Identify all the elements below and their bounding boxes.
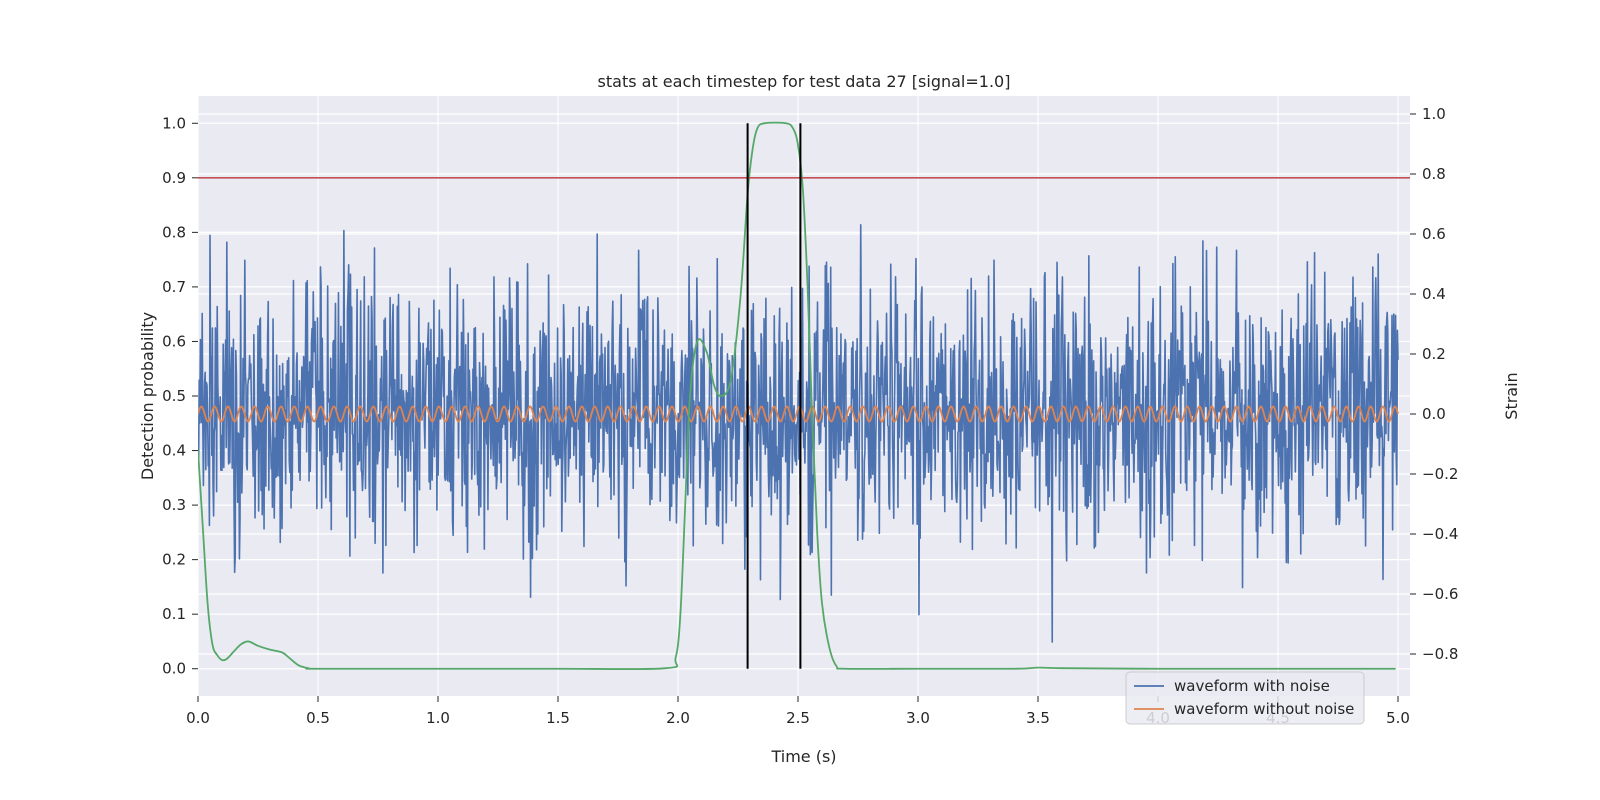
legend-box <box>1125 671 1365 725</box>
y-left-tick-label-0: 0.0 <box>162 660 186 678</box>
y-right-tick-label-5: 0.2 <box>1422 345 1446 363</box>
y-right-tick-label-7: 0.6 <box>1422 225 1446 243</box>
x-axis-label: Time (s) <box>770 747 836 766</box>
y-left-tick-label-10: 1.0 <box>162 114 186 132</box>
x-tick-label-0: 0.0 <box>186 709 210 727</box>
y-right-tick-label-4: 0.0 <box>1422 405 1446 423</box>
series-layer <box>198 121 1410 671</box>
y-left-axis-ticks: 0.0 0.1 0.2 0.3 0.4 0.5 0.6 0.7 0.8 0.9 1.0 <box>162 114 198 678</box>
x-tick-label-4: 2.0 <box>666 709 690 727</box>
y-left-tick-label-5: 0.5 <box>162 387 186 405</box>
y-left-tick-label-6: 0.6 <box>162 332 186 350</box>
legend: waveform with noise waveform without noi… <box>1125 671 1365 725</box>
series-waveform-without-noise <box>198 405 1399 423</box>
chart-title: stats at each timestep for test data 27 … <box>598 72 1011 91</box>
y-right-tick-label-2: −0.4 <box>1422 525 1458 543</box>
x-tick-label-5: 2.5 <box>786 709 810 727</box>
legend-entry-clean: waveform without noise <box>1174 700 1354 718</box>
y-right-axis-label: Strain <box>1502 372 1521 419</box>
y-right-tick-label-8: 0.8 <box>1422 165 1446 183</box>
x-tick-label-6: 3.0 <box>906 709 930 727</box>
series-detection-probability <box>198 121 1396 671</box>
y-right-tick-label-6: 0.4 <box>1422 285 1446 303</box>
y-left-tick-label-9: 0.9 <box>162 169 186 187</box>
y-right-axis-ticks: −0.8 −0.6 −0.4 −0.2 0.0 0.2 0.4 0.6 0.8 1.0 <box>1410 105 1458 663</box>
legend-entry-noisy: waveform with noise <box>1174 677 1330 695</box>
y-left-tick-label-1: 0.1 <box>162 605 186 623</box>
y-right-tick-label-3: −0.2 <box>1422 465 1458 483</box>
x-tick-label-3: 1.5 <box>546 709 570 727</box>
y-left-tick-label-4: 0.4 <box>162 442 186 460</box>
y-left-axis-label: Detection probability <box>138 312 157 480</box>
y-left-tick-label-8: 0.8 <box>162 223 186 241</box>
x-tick-label-10: 5.0 <box>1386 709 1410 727</box>
x-tick-label-2: 1.0 <box>426 709 450 727</box>
series-waveform-with-noise <box>198 223 1399 643</box>
y-left-tick-label-7: 0.7 <box>162 278 186 296</box>
y-left-tick-label-3: 0.3 <box>162 496 186 514</box>
x-tick-label-1: 0.5 <box>306 709 330 727</box>
x-tick-label-7: 3.5 <box>1026 709 1050 727</box>
y-right-tick-label-9: 1.0 <box>1422 105 1446 123</box>
y-right-tick-label-1: −0.6 <box>1422 585 1458 603</box>
y-left-tick-label-2: 0.2 <box>162 551 186 569</box>
y-right-tick-label-0: −0.8 <box>1422 645 1458 663</box>
